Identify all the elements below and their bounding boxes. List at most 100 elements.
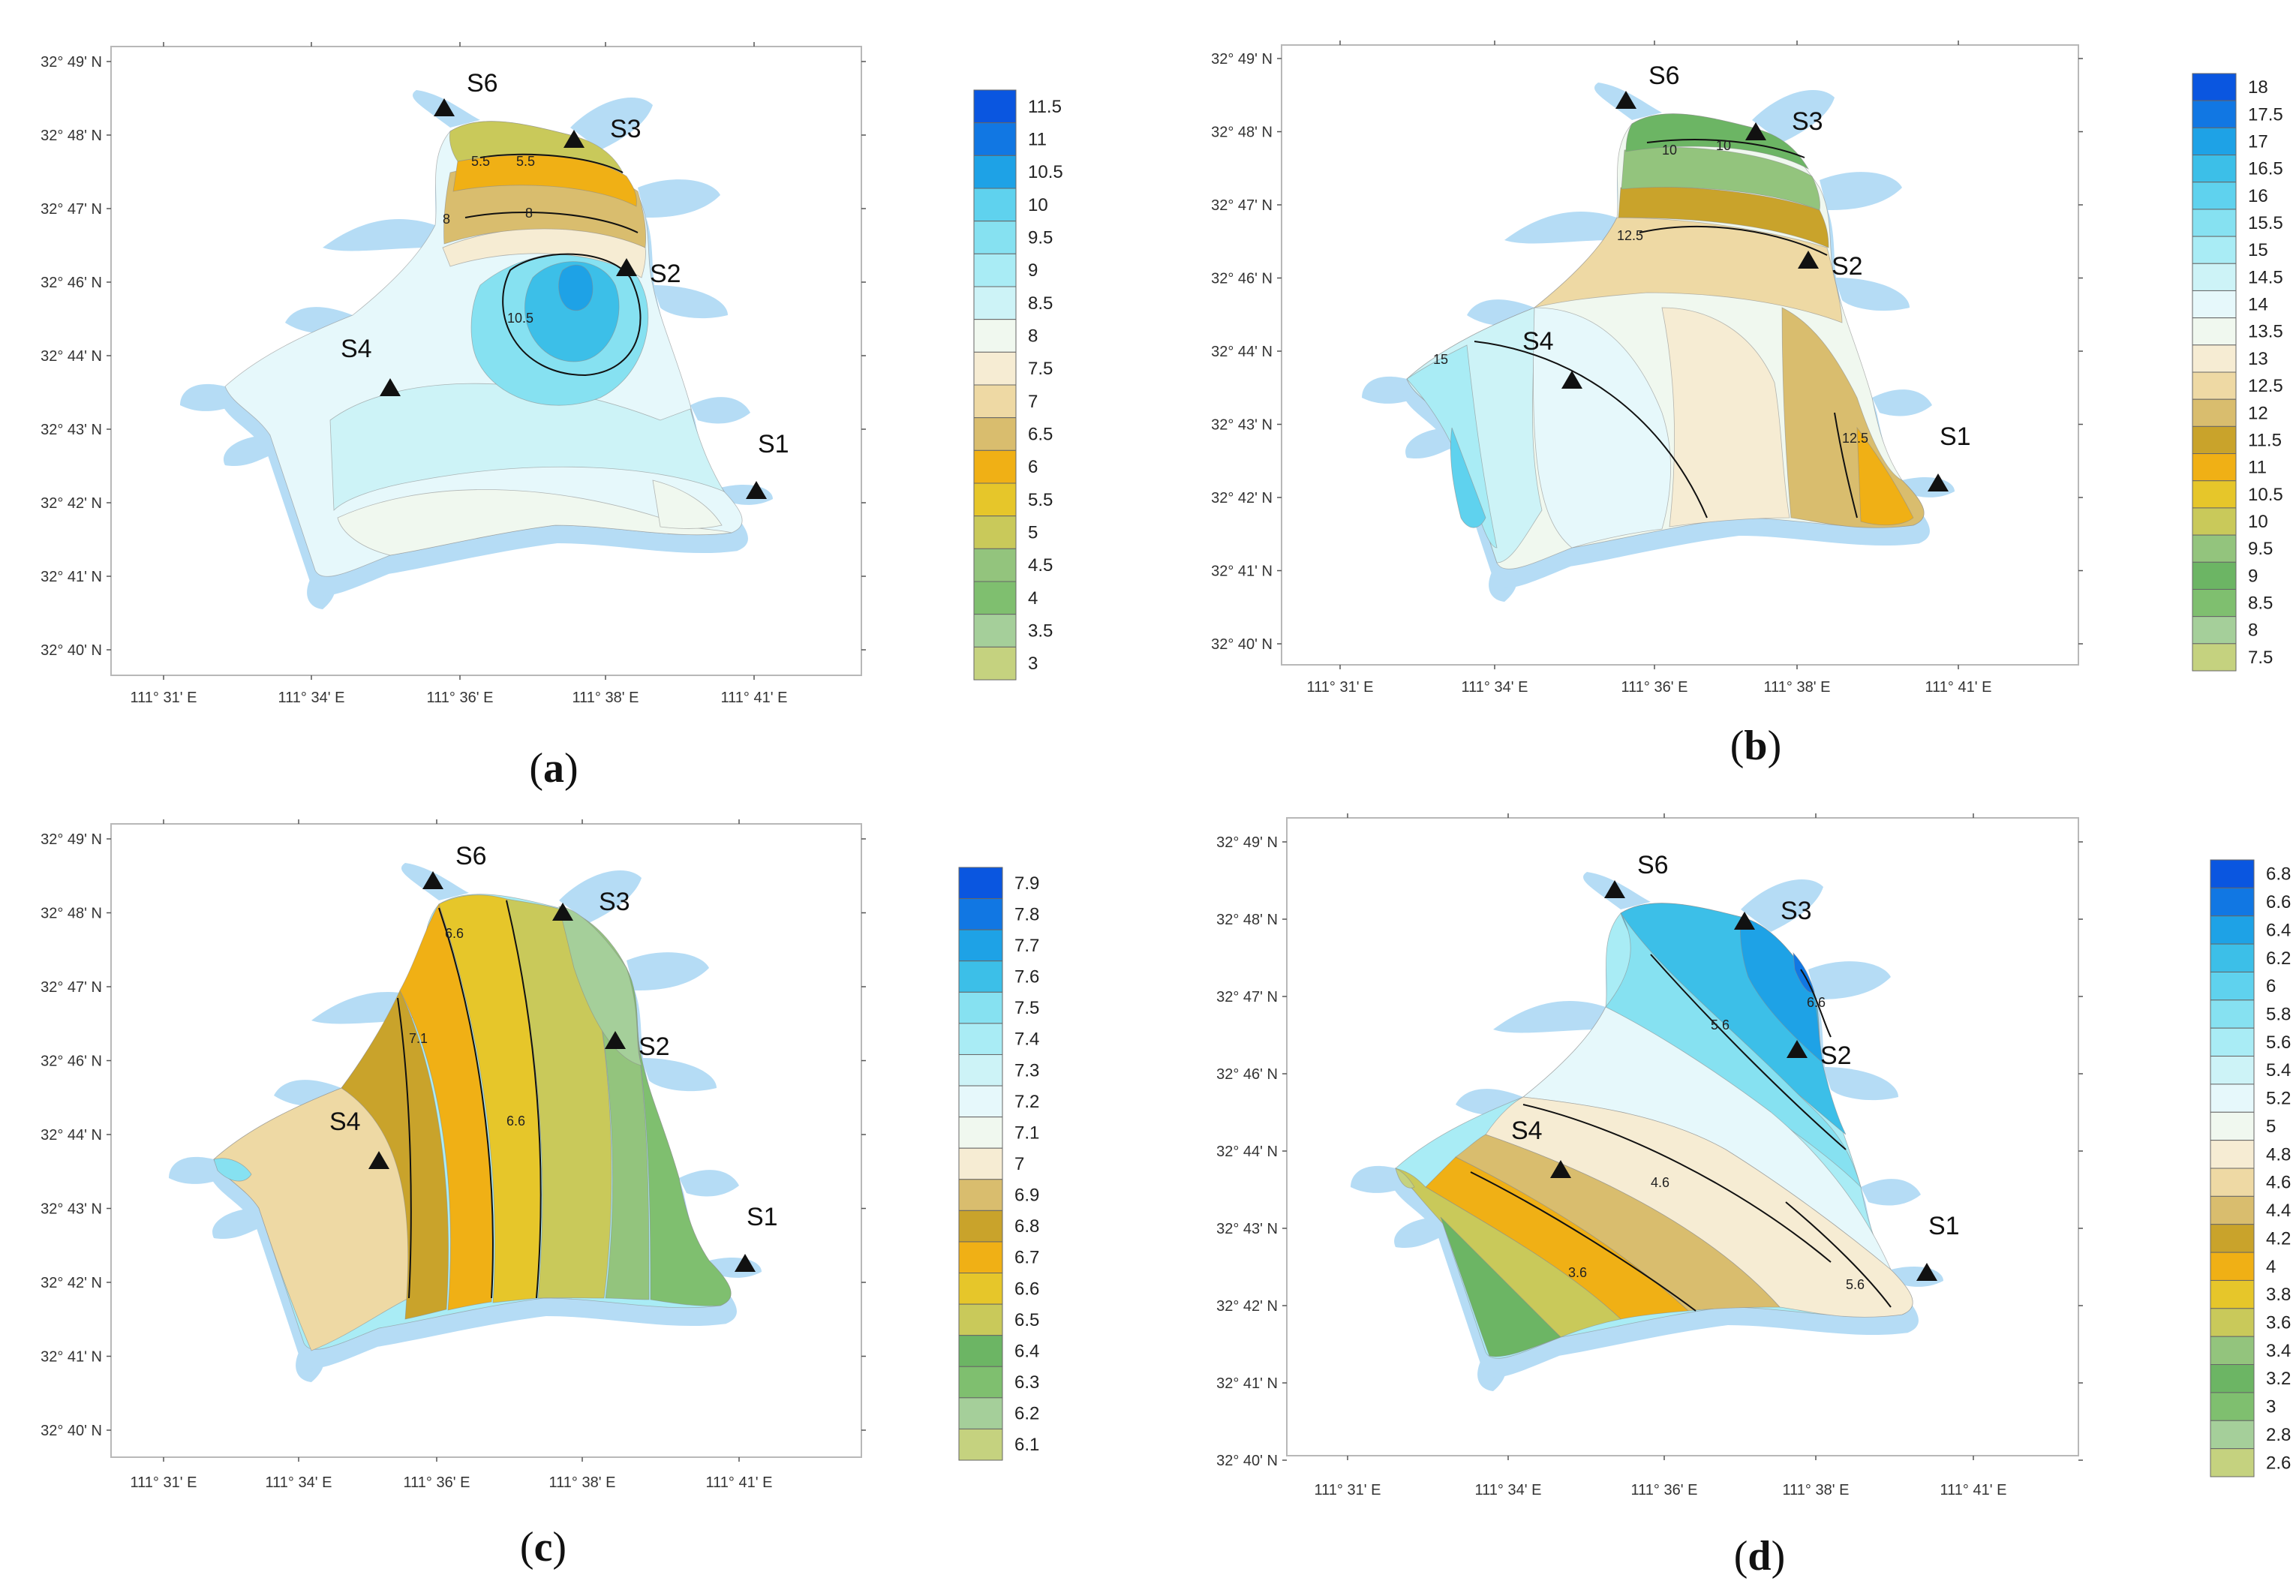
colorbar-cell xyxy=(2210,1168,2255,1197)
station-marker-s1 xyxy=(746,481,767,499)
lon-label: 111° 38' E xyxy=(1783,1482,1850,1498)
colorbar-cell xyxy=(973,319,1017,353)
colorbar-cell xyxy=(973,122,1017,156)
colorbar-cell xyxy=(973,155,1017,189)
contour-line xyxy=(1834,412,1858,518)
colorbar-cell xyxy=(973,614,1017,648)
contour-line xyxy=(1650,954,1847,1150)
colorbar-label: 6 xyxy=(1028,457,1038,477)
contour-label: 8 xyxy=(525,206,533,221)
colorbar-label: 7.8 xyxy=(1014,904,1039,924)
colorbar-label: 6.8 xyxy=(2266,864,2291,885)
colorbar-cell xyxy=(2210,1027,2255,1057)
lat-label: 32° 42' N xyxy=(1216,1298,1278,1315)
colorbar-cell xyxy=(2210,1195,2255,1225)
contour-line xyxy=(506,900,542,1299)
contour-line xyxy=(479,153,624,173)
colorbar-label: 3 xyxy=(1028,654,1038,674)
colorbar-label: 2.6 xyxy=(2266,1453,2291,1473)
caption-letter: c xyxy=(534,1524,553,1570)
lat-label: 32° 43' N xyxy=(1216,1221,1278,1237)
contour-band xyxy=(1534,217,1843,323)
station-label-s2: S2 xyxy=(650,260,681,288)
colorbar-cell xyxy=(2210,1420,2255,1450)
colorbar-cell xyxy=(958,1117,1003,1149)
colorbar-cell xyxy=(2210,1308,2255,1337)
map-panel-d: 6.6 5.6 4.6 3.6 5.6 S1 S2 S3 S4 S6 32° 49' N 32° 48… xyxy=(1216,813,2291,1579)
contour-label: 5.6 xyxy=(1711,1017,1730,1032)
station-label-s6: S6 xyxy=(1637,851,1669,879)
colorbar-label: 6.4 xyxy=(2266,920,2291,940)
lat-label: 32° 47' N xyxy=(1211,197,1273,214)
colorbar-label: 4.4 xyxy=(2266,1201,2291,1221)
contour-line xyxy=(1639,225,1828,256)
colorbar-label: 6.6 xyxy=(2266,892,2291,912)
colorbar-label: 7.9 xyxy=(1014,873,1039,894)
station-label-s2: S2 xyxy=(639,1032,670,1061)
lon-label: 111° 36' E xyxy=(404,1474,470,1491)
lat-label: 32° 44' N xyxy=(1216,1144,1278,1160)
colorbar-label: 10.5 xyxy=(1028,162,1063,182)
contour-line xyxy=(1646,139,1805,158)
contour-label: 10.5 xyxy=(507,311,533,326)
station-label-s4: S4 xyxy=(1511,1117,1543,1145)
colorbar-label: 2.8 xyxy=(2266,1425,2291,1445)
lat-label: 32° 41' N xyxy=(41,569,102,585)
station-marker-s6 xyxy=(434,98,455,116)
panel-caption-c: (c) xyxy=(520,1524,566,1570)
station-marker-s1 xyxy=(1916,1263,1937,1281)
lat-label: 32° 47' N xyxy=(41,201,102,218)
colorbar-label: 6.6 xyxy=(1014,1279,1039,1299)
colorbar-label: 7.5 xyxy=(1014,998,1039,1018)
colorbar-cell xyxy=(973,646,1017,681)
colorbar-cell xyxy=(2210,1336,2255,1366)
colorbar-cell xyxy=(958,1303,1003,1336)
lat-label: 32° 40' N xyxy=(1211,636,1273,653)
lake-arm xyxy=(559,870,642,923)
colorbar-cell xyxy=(958,1273,1003,1305)
colorbar-label: 7.1 xyxy=(1014,1123,1039,1143)
colorbar-label: 4 xyxy=(1028,588,1038,609)
station-marker-s4 xyxy=(368,1151,389,1169)
colorbar-cell xyxy=(958,1053,1003,1087)
lake-arm xyxy=(1504,211,1617,244)
colorbar-cell xyxy=(2192,453,2237,482)
colorbar-label: 7.2 xyxy=(1014,1092,1039,1112)
station-label-s6: S6 xyxy=(1648,62,1680,90)
colorbar-cell xyxy=(2192,100,2237,128)
station-label-s3: S3 xyxy=(599,888,630,916)
colorbar-cell xyxy=(2192,643,2237,672)
contour-label: 3.6 xyxy=(1568,1265,1587,1280)
contour-line xyxy=(1470,1171,1696,1312)
colorbar-cell xyxy=(973,89,1017,124)
colorbar-cell xyxy=(2210,1364,2255,1393)
station-marker-s1 xyxy=(735,1254,756,1272)
colorbar-cell xyxy=(958,1210,1003,1243)
contour-line xyxy=(1474,341,1708,518)
caption-open: ( xyxy=(1730,723,1745,769)
panel-caption-b: (b) xyxy=(1730,723,1781,769)
station-label-s3: S3 xyxy=(1781,897,1812,925)
colorbar-label: 14 xyxy=(2248,295,2268,315)
station-label-s3: S3 xyxy=(1792,107,1823,136)
lat-label: 32° 48' N xyxy=(1216,912,1278,928)
colorbar-label: 4.8 xyxy=(2266,1144,2291,1165)
colorbar-cell xyxy=(973,581,1017,615)
station-marker-s6 xyxy=(1604,880,1625,898)
colorbar-cell xyxy=(973,221,1017,254)
lat-label: 32° 43' N xyxy=(1211,417,1273,434)
colorbar-cell xyxy=(973,286,1017,320)
colorbar-cell xyxy=(2210,859,2255,888)
colorbar-cell xyxy=(973,515,1017,549)
colorbar-cell xyxy=(2192,561,2237,590)
contour-label: 7.1 xyxy=(409,1031,428,1046)
contour-band xyxy=(1625,113,1810,170)
colorbar-label: 3 xyxy=(2266,1397,2276,1417)
colorbar-label: 14.5 xyxy=(2248,267,2283,287)
colorbar-cell xyxy=(2210,915,2255,945)
lat-label: 32° 43' N xyxy=(41,1201,102,1218)
colorbar-label: 6.8 xyxy=(1014,1216,1039,1237)
colorbar-cell xyxy=(2210,887,2255,917)
contour-band xyxy=(1621,146,1820,211)
contour-band xyxy=(1440,1216,1561,1357)
